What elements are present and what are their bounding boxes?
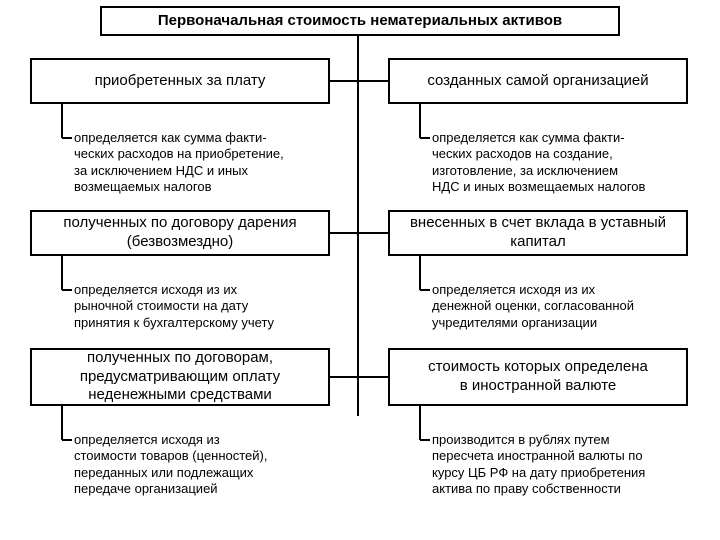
category-box-left-1: полученных по договору дарения (безвозме… [30, 210, 330, 256]
desc-right-0: определяется как сумма факти-ческих расх… [432, 130, 704, 195]
desc-left-0: определяется как сумма факти-ческих расх… [74, 130, 332, 195]
title-text: Первоначальная стоимость нематериальных … [158, 12, 562, 31]
category-box-left-2: полученных по договорам, предусматривающ… [30, 348, 330, 406]
category-box-right-2: стоимость которых определена в иностранн… [388, 348, 688, 406]
title-box: Первоначальная стоимость нематериальных … [100, 6, 620, 36]
category-box-left-0: приобретенных за плату [30, 58, 330, 104]
category-box-right-0: созданных самой организацией [388, 58, 688, 104]
desc-right-2: производится в рублях путемпересчета ино… [432, 432, 704, 497]
desc-left-1: определяется исходя из ихрыночной стоимо… [74, 282, 332, 331]
desc-left-2: определяется исходя изстоимости товаров … [74, 432, 332, 497]
desc-right-1: определяется исходя из ихденежной оценки… [432, 282, 704, 331]
category-box-right-1: внесенных в счет вклада в уставный капит… [388, 210, 688, 256]
